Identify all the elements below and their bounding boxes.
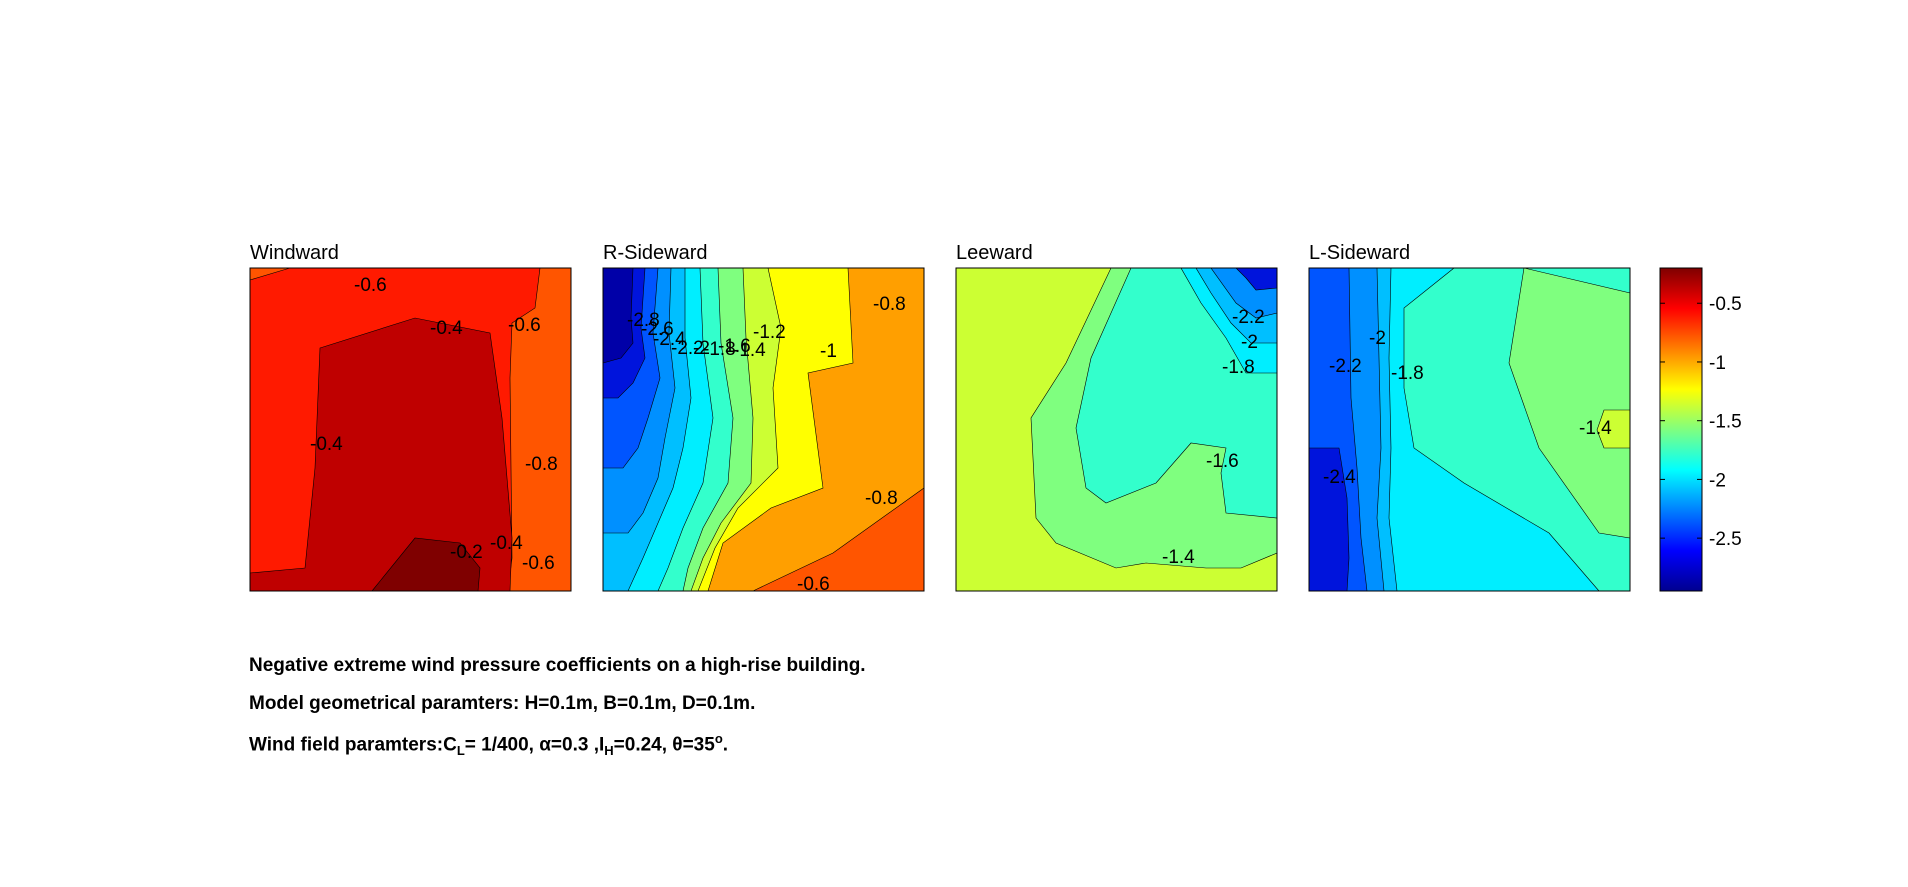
caption-subscript: H [604,743,614,759]
contour-region-yellow-green [1596,409,1631,449]
contour-label: -0.6 [354,275,387,296]
panel-r-sideward: R-Sideward -2.8 -2.6 -2.4 -2.2 -2 -1.8 -… [602,242,925,595]
contour-label: -1.6 [1206,451,1239,472]
contour-plot-l-sideward: -2.2 -2 -1.8 -2.4 -1.4 [1308,267,1631,592]
contour-label: -2.2 [1232,307,1265,328]
contour-label: -2 [1369,328,1386,349]
caption-subscript: L [456,743,465,759]
contour-label: -1 [820,341,837,362]
contour-label: -2.6 [641,319,674,340]
contour-plot-leeward: -2.2 -2 -1.8 -1.6 -1.4 [955,267,1278,592]
contour-label: -1.4 [733,340,766,361]
contour-label: -1.4 [1579,418,1612,439]
colorbar: -0.5 -1 -1.5 -2 -2.5 [1659,267,1742,592]
contour-plot-r-sideward: -2.8 -2.6 -2.4 -2.2 -2 -1.8 -1.6 -1.4 -1… [602,267,925,595]
contour-label: -1.2 [753,322,786,343]
panel-title: Windward [250,242,339,264]
contour-label: -2.4 [653,329,686,350]
contour-label: -2.2 [671,338,704,359]
plot-frame [1308,267,1631,592]
contour-label: -0.4 [490,533,523,554]
caption-text: =0.24, θ=35 [613,734,715,756]
caption-superscript: o [714,731,723,746]
panel-title: Leeward [956,242,1033,264]
contour-label: -2.4 [1323,467,1356,488]
contour-label: -0.4 [430,318,463,339]
contour-label: -0.6 [797,574,830,595]
colorbar-tick-label: -0.5 [1709,294,1742,315]
contour-label: -1.4 [1162,547,1195,568]
panel-title: R-Sideward [603,242,708,264]
contour-label: -0.8 [525,454,558,475]
caption-line-3: Wind field paramters:CL= 1/400, α=0.3 ,I… [249,731,728,758]
caption-line-1: Negative extreme wind pressure coefficie… [249,655,866,676]
colorbar-tick-label: -2.5 [1709,529,1742,550]
caption-line-2: Model geometrical paramters: H=0.1m, B=0… [249,693,756,714]
panel-title: L-Sideward [1309,242,1411,264]
panel-leeward: Leeward -2.2 -2 -1.8 -1.6 -1.4 [955,242,1278,592]
contour-label: -2 [693,338,710,359]
panel-l-sideward: L-Sideward -2.2 -2 -1.8 -2.4 -1.4 [1308,242,1631,592]
caption-text: = 1/400, α=0.3 ,I [464,734,605,756]
colorbar-ticks: -0.5 -1 -1.5 -2 -2.5 [1660,294,1742,550]
plot-frame [602,267,925,592]
contour-label: -0.4 [310,434,343,455]
contour-label: -2 [1241,332,1258,353]
contour-label: -0.6 [508,315,541,336]
caption-text: . [722,734,729,756]
contour-label: -1.8 [703,339,736,360]
colorbar-tick-label: -2 [1709,470,1726,491]
contour-label: -1.8 [1391,363,1424,384]
contour-label: -0.8 [873,294,906,315]
panel-windward: Windward -0.6 -0.4 -0.6 -0.4 -0.8 -0.2 -… [249,242,572,592]
contour-label: -1.6 [718,336,751,357]
caption-text: Wind field paramters:C [249,734,457,756]
colorbar-gradient [1659,267,1703,592]
contour-label: -2.8 [627,310,660,331]
contour-label: -0.6 [522,553,555,574]
plot-frame [955,267,1278,592]
contour-plot-windward: -0.6 -0.4 -0.6 -0.4 -0.8 -0.2 -0.4 -0.6 [249,267,572,592]
contour-label: -0.8 [865,488,898,509]
contour-label: -2.2 [1329,356,1362,377]
colorbar-tick-label: -1 [1709,353,1726,374]
contour-label: -1.8 [1222,357,1255,378]
colorbar-tick-label: -1.5 [1709,412,1742,433]
contour-label: -0.2 [450,542,483,563]
plot-frame [249,267,572,592]
